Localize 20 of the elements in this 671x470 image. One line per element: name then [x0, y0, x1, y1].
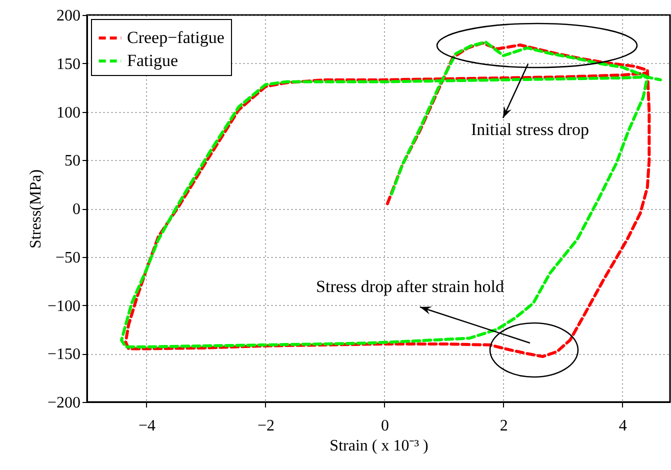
x-tick-label: −4 [138, 418, 156, 434]
y-tick-label: 200 [56, 8, 80, 24]
y-tick-label: −50 [55, 249, 80, 266]
annotation: Stress drop after strain hold [316, 277, 504, 296]
legend-label: Fatigue [127, 51, 178, 70]
y-tick-label: 150 [56, 56, 80, 73]
x-tick-label: −2 [257, 418, 274, 434]
y-tick-label: −150 [47, 346, 80, 364]
x-tick-label: 4 [618, 418, 627, 434]
y-tick-label: 100 [56, 104, 80, 122]
annotation: Initial stress drop [470, 120, 590, 139]
x-tick-label: 0 [380, 418, 389, 434]
x-axis-title: Strain ( x 10⁻³ ) [330, 438, 428, 454]
y-tick-label: −100 [47, 298, 80, 315]
x-tick-label: 2 [500, 418, 508, 434]
y-tick-label: 0 [72, 201, 80, 218]
y-tick-label: 50 [64, 152, 80, 170]
y-axis-title: Stress(MPa) [27, 169, 44, 249]
legend-label: Creep−fatigue [127, 28, 224, 47]
y-tick-label: −200 [47, 394, 80, 412]
